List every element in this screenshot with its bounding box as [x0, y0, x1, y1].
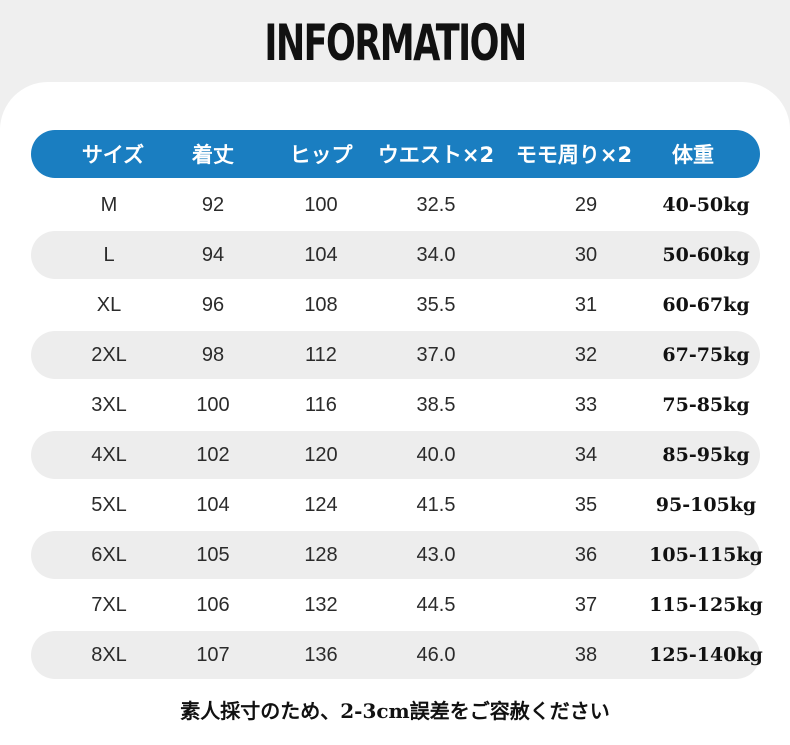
cell-length: 107: [196, 643, 230, 666]
cell-hip: 116: [305, 393, 337, 416]
cell-waist: 32.5: [416, 193, 456, 216]
cell-length: 96: [201, 293, 225, 316]
cell-hip: 108: [304, 293, 338, 316]
cell-thigh: 32: [574, 343, 598, 366]
cell-weight: 75-85kg: [662, 394, 750, 416]
cell-weight: 67-75kg: [662, 344, 750, 366]
table-row: 6XL 105 128 43.0 36 105-115kg: [31, 531, 763, 579]
cell-length: 102: [196, 443, 230, 466]
table-row: 4XL 102 120 40.0 34 85-95kg: [31, 431, 760, 479]
cell-thigh: 29: [574, 193, 598, 216]
cell-hip: 100: [304, 193, 338, 216]
page-title: INFORMATION: [264, 14, 527, 72]
table-row: L 94 104 34.0 30 50-60kg: [31, 231, 760, 279]
cell-thigh: 31: [574, 293, 598, 316]
cell-weight: 40-50kg: [662, 194, 750, 216]
cell-thigh: 36: [574, 543, 598, 566]
cell-hip: 128: [304, 543, 338, 566]
table-row: 7XL 106 132 44.5 37 115-125kg: [31, 581, 763, 629]
cell-length: 106: [196, 593, 230, 616]
cell-waist: 34.0: [416, 243, 456, 266]
cell-size: 8XL: [91, 643, 127, 666]
cell-length: 100: [196, 393, 230, 416]
cell-size: 5XL: [91, 493, 127, 516]
cell-size: XL: [96, 293, 122, 316]
cell-thigh: 33: [574, 393, 598, 416]
cell-thigh: 30: [574, 243, 598, 266]
cell-waist: 46.0: [416, 643, 456, 666]
header-weight: 体重: [672, 143, 714, 167]
table-row: 3XL 100 116 38.5 33 75-85kg: [31, 381, 760, 429]
table-row: M 92 100 32.5 29 40-50kg: [31, 181, 760, 229]
cell-waist: 37.0: [416, 343, 456, 366]
cell-hip: 112: [305, 343, 337, 366]
table-row: 8XL 107 136 46.0 38 125-140kg: [31, 631, 763, 679]
cell-waist: 43.0: [416, 543, 456, 566]
measurement-note: 素人採寸のため、2-3cm誤差をご容赦ください: [180, 699, 610, 723]
cell-weight: 50-60kg: [662, 244, 750, 266]
cell-size: 3XL: [91, 393, 127, 416]
table-header: サイズ 着丈 ヒップ ウエスト×2 モモ周り×2 体重: [31, 130, 760, 178]
cell-weight: 60-67kg: [662, 294, 750, 316]
cell-size: 7XL: [91, 593, 127, 616]
cell-length: 105: [196, 543, 230, 566]
table-row: 5XL 104 124 41.5 35 95-105kg: [31, 481, 760, 529]
cell-thigh: 38: [574, 643, 598, 666]
cell-size: M: [100, 193, 118, 216]
cell-size: L: [103, 243, 115, 266]
cell-size: 4XL: [91, 443, 127, 466]
cell-waist: 40.0: [416, 443, 456, 466]
cell-length: 104: [196, 493, 230, 516]
cell-weight: 105-115kg: [649, 544, 763, 566]
header-length: 着丈: [192, 143, 234, 167]
table-row: 2XL 98 112 37.0 32 67-75kg: [31, 331, 760, 379]
cell-weight: 85-95kg: [662, 444, 750, 466]
header-thigh: モモ周り×2: [515, 143, 633, 167]
cell-waist: 44.5: [416, 593, 456, 616]
header-waist: ウエスト×2: [377, 143, 495, 167]
cell-hip: 120: [304, 443, 338, 466]
cell-waist: 41.5: [416, 493, 456, 516]
cell-weight: 125-140kg: [649, 644, 763, 666]
cell-size: 2XL: [91, 343, 127, 366]
cell-hip: 104: [304, 243, 338, 266]
cell-waist: 38.5: [416, 393, 456, 416]
cell-length: 98: [201, 343, 225, 366]
cell-thigh: 34: [574, 443, 598, 466]
cell-length: 94: [201, 243, 225, 266]
cell-hip: 136: [304, 643, 338, 666]
cell-hip: 124: [304, 493, 338, 516]
table-row: XL 96 108 35.5 31 60-67kg: [31, 281, 760, 329]
cell-length: 92: [201, 193, 225, 216]
cell-weight: 115-125kg: [649, 594, 763, 616]
header-size: サイズ: [81, 143, 145, 167]
header-hip: ヒップ: [289, 143, 353, 167]
cell-thigh: 35: [574, 493, 598, 516]
cell-size: 6XL: [91, 543, 127, 566]
cell-weight: 95-105kg: [655, 494, 757, 516]
cell-hip: 132: [304, 593, 338, 616]
cell-waist: 35.5: [416, 293, 456, 316]
cell-thigh: 37: [574, 593, 598, 616]
